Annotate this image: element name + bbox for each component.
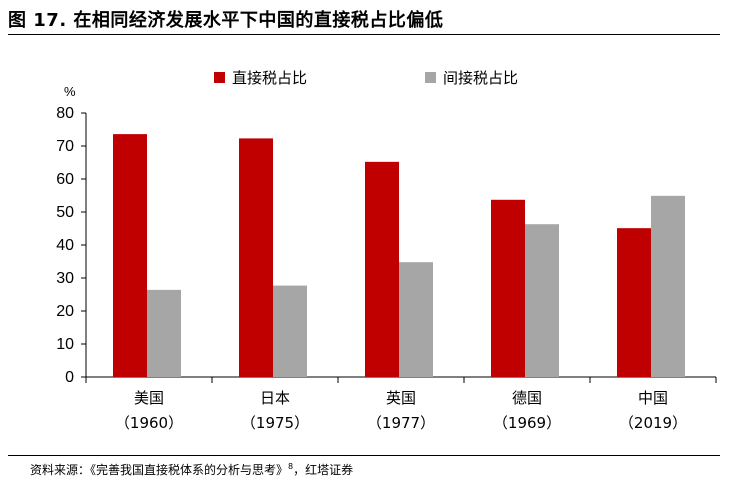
figure-title: 图 17. 在相同经济发展水平下中国的直接税占比偏低 (8, 10, 444, 31)
x-category-year-label: （1975） (241, 414, 309, 432)
y-tick-label: 0 (65, 369, 74, 386)
bar-direct-tax (239, 138, 273, 377)
x-category-label: 美国 (134, 389, 164, 407)
bar-indirect-tax (651, 195, 685, 377)
x-category-year-label: （2019） (619, 414, 687, 432)
y-tick-label: 10 (56, 336, 74, 353)
source-note: 资料来源：《完善我国直接税体系的分析与思考》8，红塔证券 (30, 461, 353, 478)
y-tick-label: 40 (56, 237, 74, 254)
x-category-year-label: （1969） (493, 414, 561, 432)
y-axis-unit-label: % (64, 84, 76, 99)
x-category-year-label: （1960） (115, 414, 183, 432)
y-tick-label: 60 (56, 171, 74, 188)
y-tick-label: 70 (56, 138, 74, 155)
bar-direct-tax (617, 228, 651, 377)
x-category-year-label: （1977） (367, 414, 435, 432)
bar-indirect-tax (525, 224, 559, 377)
bar-direct-tax (365, 161, 399, 377)
source-prefix: 资料来源：《完善我国直接税体系的分析与思考》 (30, 463, 289, 477)
x-category-label: 日本 (260, 389, 290, 407)
x-category-label: 中国 (638, 389, 668, 407)
legend-swatch-indirect-tax (425, 72, 436, 83)
x-category-label: 英国 (386, 389, 416, 407)
legend-swatch-direct-tax (214, 72, 225, 83)
bar-indirect-tax (273, 285, 307, 377)
bar-indirect-tax (147, 289, 181, 377)
source-rule (8, 455, 720, 456)
legend-label-indirect-tax: 间接税占比 (443, 69, 518, 87)
title-rule (8, 34, 720, 35)
x-category-label: 德国 (512, 389, 542, 407)
bar-indirect-tax (399, 262, 433, 377)
source-suffix: ，红塔证券 (293, 463, 354, 477)
y-tick-label: 50 (56, 204, 74, 221)
y-tick-label: 80 (56, 105, 74, 122)
bar-direct-tax (491, 199, 525, 377)
y-tick-label: 30 (56, 270, 74, 287)
source-footnote-number: 8 (288, 462, 294, 471)
y-tick-label: 20 (56, 303, 74, 320)
bar-direct-tax (113, 134, 147, 377)
legend-label-direct-tax: 直接税占比 (232, 69, 307, 87)
